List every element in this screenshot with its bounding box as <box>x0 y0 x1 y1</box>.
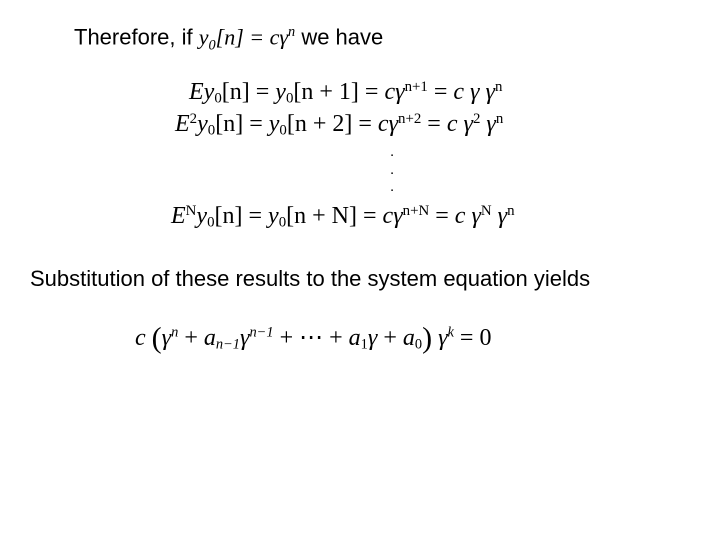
intro-suffix: we have <box>295 24 383 49</box>
fe-eq: = 0 <box>454 325 492 351</box>
dot-3: . <box>390 178 700 195</box>
rN-br: [n] <box>215 203 243 229</box>
rN-midbr: [n + N] <box>286 203 357 229</box>
r1-c: c <box>384 79 395 105</box>
r1-g: γ <box>395 79 404 105</box>
fe-a2: a <box>349 325 361 351</box>
vertical-dots: . . . <box>390 143 700 195</box>
r2-eq1: = <box>243 111 269 137</box>
rN-rhs-c: c γ <box>455 203 481 229</box>
r1-rhs: c γ γ <box>453 79 495 105</box>
rN-midy: y <box>268 203 279 229</box>
intro-bracket: [n] = <box>216 24 270 49</box>
rN-E: E <box>171 203 186 229</box>
dot-2: . <box>390 161 700 178</box>
r1-eq3: = <box>428 79 454 105</box>
intro-c: c <box>270 24 280 49</box>
r2-g2: γ <box>480 111 495 137</box>
r1-y: y <box>204 79 215 105</box>
r1-midy: y <box>275 79 286 105</box>
rN-c: c <box>383 203 394 229</box>
intro-prefix: Therefore, if <box>74 24 199 49</box>
r1-midbr: [n + 1] <box>293 79 359 105</box>
fe-plus2: + <box>377 325 403 351</box>
r2-eq3: = <box>421 111 447 137</box>
rN-eq1: = <box>243 203 269 229</box>
r2-midy: y <box>269 111 280 137</box>
r1-E: E <box>189 79 204 105</box>
rN-y: y <box>196 203 207 229</box>
rN-g: γ <box>393 203 402 229</box>
fe-g1: γ <box>162 325 171 351</box>
fe-a1: a <box>204 325 216 351</box>
r2-g: γ <box>389 111 398 137</box>
fe-lpar: ( <box>152 322 162 355</box>
fe-g2sup: n−1 <box>249 325 273 341</box>
fe-cdots: + ⋯ + <box>274 325 349 351</box>
fe-a1sub: n−1 <box>216 337 240 353</box>
r2-exp: n+2 <box>398 111 421 127</box>
eq-row-1: Ey0[n] = y0[n + 1] = cγn+1 = c γ γn <box>189 77 700 109</box>
r2-rhs-c: c γ <box>447 111 473 137</box>
r1-eq1: = <box>250 79 276 105</box>
fe-a3sub: 0 <box>415 337 422 353</box>
rN-g2: γ <box>492 203 507 229</box>
intro-line: Therefore, if y0[n] = cγn we have <box>74 24 700 55</box>
r2-c: c <box>378 111 389 137</box>
rN-gexp: N <box>481 203 492 219</box>
dot-1: . <box>390 143 700 160</box>
final-equation: c (γn + an−1γn−1 + ⋯ + a1γ + a0) γk = 0 <box>135 319 700 359</box>
fe-g3: γ <box>368 325 377 351</box>
rN-exp: n+N <box>403 203 430 219</box>
intro-y-sub: 0 <box>208 38 215 54</box>
eq-row-2: E2y0[n] = y0[n + 2] = cγn+2 = c γ2 γn <box>175 109 700 141</box>
fe-a2sub: 1 <box>361 337 368 353</box>
r2-Eexp: 2 <box>190 111 197 127</box>
r1-br: [n] <box>222 79 250 105</box>
r2-E: E <box>175 111 190 137</box>
r2-br: [n] <box>215 111 243 137</box>
r2-rhsexp: n <box>496 111 503 127</box>
r2-eq2: = <box>352 111 378 137</box>
fe-plus1: + <box>178 325 204 351</box>
rN-Eexp: N <box>186 203 197 219</box>
fe-gk: γ <box>438 325 447 351</box>
r1-ysub: 0 <box>214 90 221 106</box>
fe-a3: a <box>403 325 415 351</box>
rN-ysub: 0 <box>207 215 214 231</box>
slide: Therefore, if y0[n] = cγn we have Ey0[n]… <box>0 0 720 540</box>
r2-y: y <box>197 111 208 137</box>
r1-exp: n+1 <box>405 79 428 95</box>
intro-gamma: γ <box>279 24 288 49</box>
eq-row-N: ENy0[n] = y0[n + N] = cγn+N = c γN γn <box>171 201 700 233</box>
r1-rhsexp: n <box>495 79 502 95</box>
substitution-line: Substitution of these results to the sys… <box>30 264 700 293</box>
fe-c: c <box>135 325 146 351</box>
r1-eq2: = <box>359 79 385 105</box>
fe-rpar: ) <box>422 322 432 355</box>
rN-rhsexp: n <box>507 203 514 219</box>
r2-midbr: [n + 2] <box>287 111 353 137</box>
equation-block: Ey0[n] = y0[n + 1] = cγn+1 = c γ γn E2y0… <box>175 77 700 358</box>
rN-eq3: = <box>429 203 455 229</box>
rN-eq2: = <box>357 203 383 229</box>
r2-midsub: 0 <box>279 123 286 139</box>
